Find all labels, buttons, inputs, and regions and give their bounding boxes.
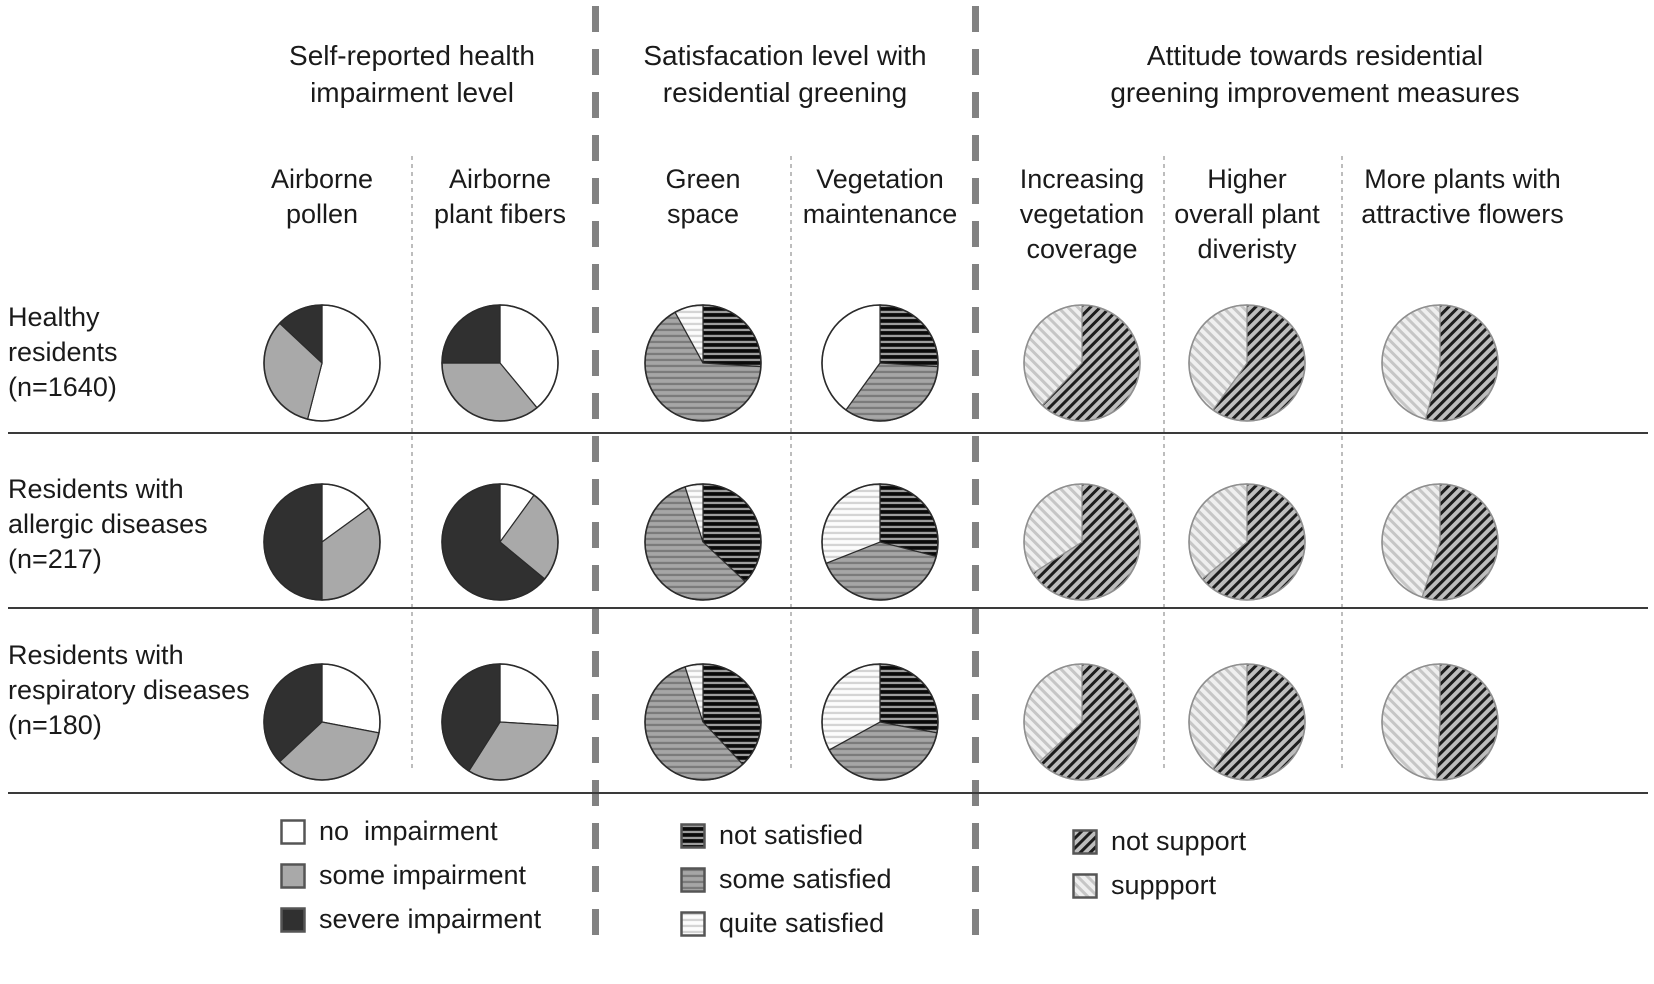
pie-healthy-airborne-pollen bbox=[260, 301, 384, 430]
legend-item-quite-satisfied: quite satisfied bbox=[680, 908, 884, 939]
row-label-healthy-residents: Healthy residents (n=1640) bbox=[8, 302, 118, 403]
pie-healthy-green-space bbox=[641, 301, 765, 430]
pie-respiratory-airborne-pollen bbox=[260, 660, 384, 789]
row-label-respiratory-residents: Residents with respiratory diseases (n=1… bbox=[8, 640, 250, 741]
legend-swatch-quite-satisfied bbox=[680, 910, 706, 937]
pie-allergic-airborne-plant-fibers bbox=[438, 480, 562, 609]
row-divider-line-1 bbox=[8, 432, 1648, 434]
section-title-satisfaction: Satisfacation level with residential gre… bbox=[643, 40, 927, 108]
legend-label-severe-impairment: severe impairment bbox=[319, 904, 542, 934]
column-divider-dotted-4 bbox=[1341, 156, 1343, 772]
pie-healthy-higher-overall-plant-diversity bbox=[1185, 301, 1309, 430]
legend-item-not-support: not support bbox=[1072, 826, 1246, 857]
legend-swatch-not-support bbox=[1072, 828, 1098, 855]
legend-label-no-impairment: no impairment bbox=[319, 816, 498, 846]
legend-item-severe-impairment: severe impairment bbox=[280, 904, 541, 935]
legend-item-not-satisfied: not satisfied bbox=[680, 820, 863, 851]
pie-respiratory-vegetation-maintenance bbox=[818, 660, 942, 789]
pie-respiratory-higher-overall-plant-diversity bbox=[1185, 660, 1309, 789]
row-divider-line-3 bbox=[8, 792, 1648, 794]
legend-swatch-some-impairment bbox=[280, 862, 306, 889]
column-header-airborne-plant-fibers: Airborne plant fibers bbox=[433, 164, 567, 230]
legend-label-not-support: not support bbox=[1111, 826, 1247, 856]
column-header-higher-overall-plant-diversity: Higher overall plant diveristy bbox=[1174, 164, 1320, 265]
legend-item-some-impairment: some impairment bbox=[280, 860, 526, 891]
legend-label-support: suppport bbox=[1111, 870, 1217, 900]
pie-respiratory-green-space bbox=[641, 660, 765, 789]
pie-allergic-increasing-vegetation-coverage bbox=[1020, 480, 1144, 609]
pie-allergic-higher-overall-plant-diversity bbox=[1185, 480, 1309, 609]
pie-respiratory-more-plants-attractive-flowers bbox=[1378, 660, 1502, 789]
column-divider-dotted-1 bbox=[411, 156, 413, 772]
pie-allergic-airborne-pollen bbox=[260, 480, 384, 609]
pie-allergic-vegetation-maintenance bbox=[818, 480, 942, 609]
legend-item-support: suppport bbox=[1072, 870, 1216, 901]
group-divider-dashed-2 bbox=[972, 6, 979, 940]
pie-respiratory-airborne-plant-fibers bbox=[438, 660, 562, 789]
column-header-green-space: Green space bbox=[665, 164, 741, 230]
column-header-vegetation-maintenance: Vegetation maintenance bbox=[802, 164, 958, 230]
row-divider-line-2 bbox=[8, 607, 1648, 609]
legend-swatch-some-satisfied bbox=[680, 866, 706, 893]
legend-label-some-satisfied: some satisfied bbox=[719, 864, 892, 894]
legend-item-some-satisfied: some satisfied bbox=[680, 864, 892, 895]
legend-label-not-satisfied: not satisfied bbox=[719, 820, 864, 850]
column-divider-dotted-2 bbox=[790, 156, 792, 772]
legend-swatch-not-satisfied bbox=[680, 822, 706, 849]
pie-healthy-more-plants-attractive-flowers bbox=[1378, 301, 1502, 430]
row-label-allergic-residents: Residents with allergic diseases (n=217) bbox=[8, 474, 208, 575]
pie-respiratory-increasing-vegetation-coverage bbox=[1020, 660, 1144, 789]
legend-label-some-impairment: some impairment bbox=[319, 860, 527, 890]
pie-allergic-green-space bbox=[641, 480, 765, 609]
pie-allergic-more-plants-attractive-flowers bbox=[1378, 480, 1502, 609]
column-header-more-plants-attractive-flowers: More plants with attractive flowers bbox=[1361, 164, 1564, 230]
pie-healthy-airborne-plant-fibers bbox=[438, 301, 562, 430]
legend-swatch-severe-impairment bbox=[280, 906, 306, 933]
legend-label-quite-satisfied: quite satisfied bbox=[719, 908, 885, 938]
section-title-impairment: Self-reported health impairment level bbox=[289, 40, 535, 108]
legend-swatch-no-impairment bbox=[280, 818, 306, 845]
column-header-airborne-pollen: Airborne pollen bbox=[270, 164, 374, 230]
column-header-increasing-vegetation-coverage: Increasing vegetation coverage bbox=[1019, 164, 1145, 265]
pie-healthy-increasing-vegetation-coverage bbox=[1020, 301, 1144, 430]
legend-item-no-impairment: no impairment bbox=[280, 816, 498, 847]
legend-swatch-support bbox=[1072, 872, 1098, 899]
section-title-attitude: Attitude towards residential greening im… bbox=[1110, 40, 1520, 108]
column-divider-dotted-3 bbox=[1163, 156, 1165, 772]
group-divider-dashed-1 bbox=[592, 6, 599, 940]
pie-healthy-vegetation-maintenance bbox=[818, 301, 942, 430]
